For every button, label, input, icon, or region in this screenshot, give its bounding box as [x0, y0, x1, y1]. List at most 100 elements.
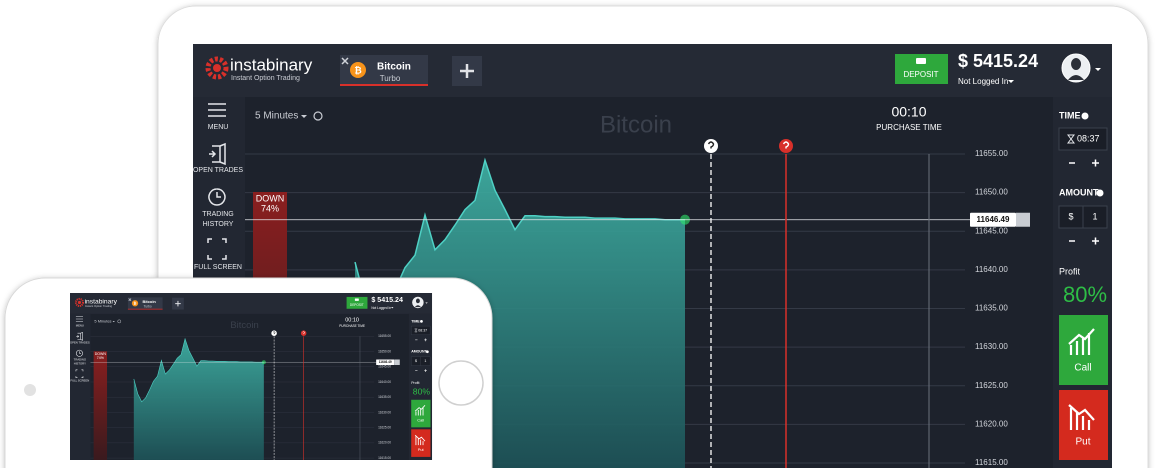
balance: $ 5415.24	[958, 51, 1038, 71]
account-caret[interactable]	[1008, 80, 1014, 83]
timeframe: 5 Minutes	[255, 111, 298, 122]
sidebar-label: FULL SCREEN	[70, 379, 89, 383]
watermark: Bitcoin	[600, 111, 672, 138]
price-line	[354, 157, 685, 322]
sentiment-direction: DOWN	[256, 193, 285, 203]
account: Not Logged In	[371, 306, 391, 310]
purchase-marker[interactable]	[704, 139, 718, 153]
expiry-marker[interactable]	[300, 330, 307, 336]
y-tick-label: 11650.00	[378, 349, 391, 353]
help-icon[interactable]	[1096, 189, 1104, 197]
sentiment-share: 74%	[97, 356, 105, 360]
y-tick-label: 11625.00	[975, 381, 1008, 390]
current-price-label: 11646.49	[379, 360, 392, 364]
plot	[90, 336, 377, 461]
plus-button[interactable]	[424, 338, 427, 342]
sidebar-icon[interactable]	[208, 188, 226, 206]
help-icon[interactable]	[420, 319, 423, 323]
time-box[interactable]	[411, 325, 431, 335]
call-icon	[414, 405, 426, 416]
current-price-box	[376, 359, 395, 365]
deposit-label: DEPOSIT	[903, 70, 938, 79]
profit-value: 80%	[413, 387, 431, 397]
current-price-tail	[394, 359, 400, 365]
tagline: Instant Option Trading	[231, 75, 300, 82]
logo-gear	[74, 297, 84, 307]
timeframe-caret[interactable]	[112, 320, 115, 323]
call-label: Call	[417, 418, 424, 423]
put-label: Put	[418, 447, 425, 452]
purchase-q	[707, 141, 715, 149]
hourglass	[1067, 134, 1075, 144]
sidebar-label: OPEN TRADES	[70, 340, 90, 344]
sentiment-share: 74%	[261, 203, 279, 213]
y-tick-label: 11615.00	[975, 458, 1008, 467]
avatar-caret	[1095, 68, 1101, 71]
sidebar-label: HISTORY	[203, 221, 234, 228]
help-icon[interactable]	[1081, 112, 1089, 120]
y-tick-label: 11655.00	[975, 149, 1008, 158]
current-price-label: 11646.49	[977, 215, 1010, 224]
sentiment-direction: DOWN	[95, 352, 107, 356]
current-price-tail	[1016, 212, 1030, 227]
deposit-button[interactable]	[346, 296, 368, 309]
y-tick-label: 11630.00	[975, 342, 1008, 351]
sidebar-icon[interactable]	[76, 331, 83, 341]
amount: 1	[424, 359, 426, 363]
balance: $ 5415.24	[371, 296, 403, 304]
amount-box[interactable]	[420, 356, 431, 366]
sidebar-icon[interactable]	[76, 349, 83, 357]
watermark: Bitcoin	[230, 320, 258, 331]
logo-core	[213, 64, 221, 72]
sidebar	[70, 313, 91, 461]
timeframe-clock[interactable]	[117, 319, 122, 324]
sidebar-label: MENU	[208, 124, 229, 131]
sidebar-icon[interactable]	[75, 369, 84, 379]
purchase-marker[interactable]	[271, 330, 277, 336]
sidebar-icon[interactable]	[209, 142, 226, 166]
logo: instabinary	[85, 298, 118, 305]
close-icon[interactable]	[341, 57, 349, 65]
expiry-marker[interactable]	[779, 139, 793, 153]
plus-button[interactable]	[1092, 159, 1099, 167]
sidebar-label: FULL SCREEN	[194, 264, 242, 271]
profit-label: Profit	[1059, 266, 1081, 276]
close-icon[interactable]	[128, 298, 132, 302]
account-caret[interactable]	[391, 307, 394, 309]
plus-button[interactable]	[424, 369, 427, 372]
time-value: 08:37	[418, 328, 427, 332]
timeframe-clock[interactable]	[313, 111, 323, 121]
help-icon[interactable]	[425, 350, 429, 354]
plus-icon	[175, 300, 181, 307]
sidebar-label: OPEN TRADES	[193, 167, 243, 174]
bitcoin-icon	[131, 300, 139, 307]
time-box[interactable]	[1058, 127, 1108, 151]
y-tick-label: 11645.00	[975, 226, 1008, 235]
amount-box[interactable]	[1082, 205, 1108, 229]
y-tick-label: 11620.00	[975, 419, 1008, 428]
timer-label: PURCHASE TIME	[876, 123, 942, 132]
put-icon	[1068, 404, 1095, 430]
account: Not Logged In	[958, 77, 1008, 86]
y-tick-label: 11630.00	[378, 410, 391, 414]
sidebar-icon[interactable]	[208, 103, 226, 117]
profit-value: 80%	[1063, 282, 1107, 307]
sidebar-label: HISTORY	[74, 362, 86, 366]
price-area	[133, 338, 264, 461]
sidebar-icon[interactable]	[75, 316, 84, 322]
home-button[interactable]	[438, 360, 484, 406]
timer-label: PURCHASE TIME	[339, 324, 365, 328]
plus-button[interactable]	[1092, 237, 1099, 245]
tagline: Instant Option Trading	[85, 304, 113, 308]
asset-tab[interactable]	[127, 297, 163, 310]
put-icon	[414, 434, 426, 446]
put-label: Put	[1075, 437, 1090, 448]
current-price-box	[970, 212, 1016, 227]
logo-core	[77, 300, 82, 305]
logo: instabinary	[230, 55, 313, 74]
timeframe-caret[interactable]	[301, 115, 307, 118]
time-label: TIME	[411, 319, 420, 323]
sidebar-icon[interactable]	[207, 238, 227, 260]
y-tick-label: 11625.00	[378, 425, 391, 429]
avatar-silhouette	[1068, 58, 1084, 80]
